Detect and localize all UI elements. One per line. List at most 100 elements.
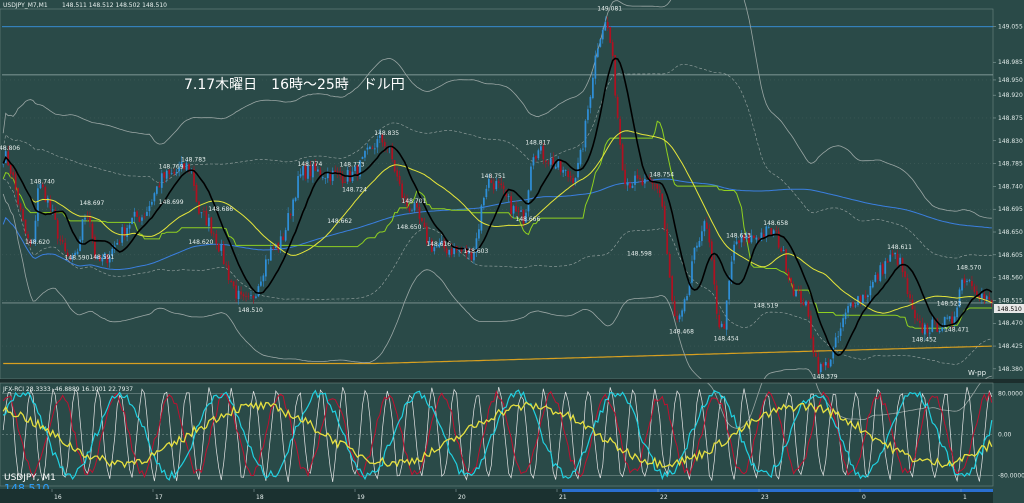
candle-body xyxy=(629,183,631,188)
quote-header: 148.511 148.512 148.502 148.510 xyxy=(62,2,167,9)
candle-body xyxy=(879,265,882,281)
candle-body xyxy=(785,249,787,273)
candle-body xyxy=(252,295,255,299)
candle-body xyxy=(344,182,347,183)
candle-body xyxy=(822,363,825,367)
candle-body xyxy=(37,188,39,221)
candle-body xyxy=(663,205,666,229)
candle-body xyxy=(666,228,669,254)
price-tick-label: 148.515 xyxy=(998,297,1023,304)
candle-body xyxy=(56,220,59,239)
candle-body xyxy=(800,291,802,303)
candle-body xyxy=(544,160,547,163)
candle-body xyxy=(775,229,778,231)
candle-body xyxy=(163,172,166,178)
candle-body xyxy=(418,206,421,219)
candle-body xyxy=(899,257,901,265)
time-tick-label: 19 xyxy=(357,494,365,501)
candle-body xyxy=(160,173,163,188)
candle-body xyxy=(46,197,49,203)
candle-body xyxy=(916,318,919,321)
candle-body xyxy=(914,309,916,319)
candle-body xyxy=(24,219,27,234)
time-tick-label: 17 xyxy=(155,494,163,501)
osc-level-label: 80.0000 xyxy=(998,390,1023,397)
candle-body xyxy=(274,244,277,248)
candle-body xyxy=(490,180,493,183)
swing-label: 148.662 xyxy=(327,218,352,225)
candle-body xyxy=(27,234,29,239)
candle-body xyxy=(539,146,542,151)
candle-body xyxy=(116,242,119,245)
candle-body xyxy=(366,147,369,150)
candle-body xyxy=(168,169,171,174)
candle-body xyxy=(658,189,661,194)
candle-body xyxy=(371,148,374,149)
osc-red-line xyxy=(2,389,993,479)
candle-body xyxy=(230,280,233,283)
candle-body xyxy=(876,273,879,280)
candle-body xyxy=(445,248,448,254)
swing-label: 148.603 xyxy=(463,248,488,255)
candle-body xyxy=(854,305,857,307)
current-price-label: 148.510 xyxy=(997,306,1022,313)
candle-body xyxy=(688,282,691,296)
candle-body xyxy=(579,149,582,165)
candle-body xyxy=(705,222,708,229)
candle-body xyxy=(926,324,929,333)
candle-body xyxy=(393,160,396,172)
swing-label: 148.523 xyxy=(937,300,962,307)
candle-body xyxy=(460,249,463,252)
candle-body xyxy=(453,247,456,255)
time-tick-label: 20 xyxy=(458,494,466,501)
candle-body xyxy=(956,307,958,318)
candle-body xyxy=(787,271,790,280)
candle-body xyxy=(235,285,237,299)
ma-blue-line xyxy=(2,178,992,270)
candle-body xyxy=(217,243,220,252)
swing-label: 148.570 xyxy=(957,265,982,272)
candle-body xyxy=(961,279,963,291)
candle-body xyxy=(421,218,423,222)
candle-body xyxy=(604,21,607,31)
candle-body xyxy=(118,241,121,243)
price-tick-label: 148.830 xyxy=(998,138,1023,145)
candle-body xyxy=(200,212,203,214)
candle-body xyxy=(668,253,671,278)
price-tick-label: 148.380 xyxy=(998,366,1023,373)
candle-body xyxy=(267,259,270,261)
ma-orange-series xyxy=(3,345,992,365)
candle-body xyxy=(220,244,223,251)
candle-body xyxy=(728,280,731,300)
swing-label: 148.806 xyxy=(0,145,20,152)
candle-body xyxy=(881,263,884,275)
candle-body xyxy=(403,196,406,199)
candle-body xyxy=(517,211,520,213)
candle-body xyxy=(693,247,696,260)
candle-body xyxy=(64,242,67,252)
oscillator-panel[interactable] xyxy=(0,382,994,487)
candle-body xyxy=(795,290,797,297)
bottom-symbol: USDJPY, M1 xyxy=(4,473,56,483)
candle-body xyxy=(554,166,557,169)
candle-body xyxy=(299,174,302,177)
swing-label: 148.769 xyxy=(159,164,184,171)
candle-body xyxy=(108,256,111,263)
swing-label: 148.611 xyxy=(887,244,912,251)
candle-body xyxy=(507,196,510,197)
swing-label: 148.686 xyxy=(208,206,233,213)
candle-body xyxy=(750,235,753,243)
swing-label: 148.658 xyxy=(763,220,788,227)
current-price-box xyxy=(994,304,1024,313)
candle-body xyxy=(7,151,10,166)
candle-body xyxy=(205,210,208,226)
time-tick-label: 16 xyxy=(54,494,62,501)
candle-body xyxy=(66,252,69,257)
candle-body xyxy=(559,160,562,172)
candle-body xyxy=(14,174,17,190)
candle-body xyxy=(780,248,783,252)
candle-body xyxy=(203,211,205,213)
candle-body xyxy=(946,317,949,319)
candle-body xyxy=(98,255,101,262)
main-price-panel[interactable]: 148.806148.740148.697148.620148.590148.5… xyxy=(0,0,994,430)
